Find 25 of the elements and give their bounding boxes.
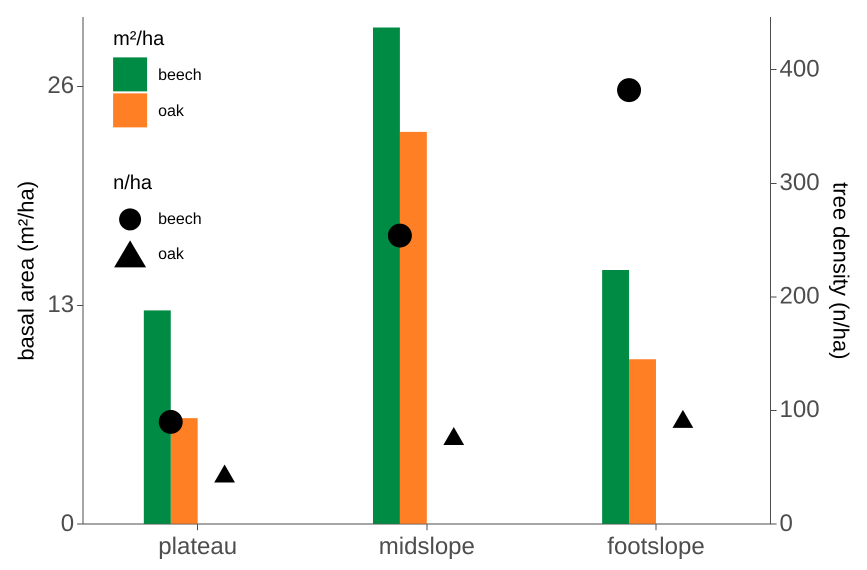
legend-label: oak <box>158 246 185 263</box>
y-tick-label: 0 <box>60 510 74 537</box>
legend-label: beech <box>158 66 202 84</box>
y2-axis-title: tree density (n/ha) <box>828 182 854 360</box>
y2-tick-label: 200 <box>780 282 820 310</box>
text: m²/ha <box>113 28 164 50</box>
y2-tick-label: 300 <box>780 168 820 196</box>
bar <box>372 28 400 524</box>
y-tick-label: 13 <box>47 290 74 318</box>
x-tick-label: midslope <box>378 533 475 560</box>
y-tick-label: 26 <box>47 72 74 100</box>
y2-tick-label: 100 <box>780 396 820 424</box>
y2-tick-label: 0 <box>780 510 793 537</box>
x-tick-label: footslope <box>607 533 705 560</box>
legend-label: beech <box>158 210 202 228</box>
bar <box>400 132 427 524</box>
bar <box>170 418 198 524</box>
bar <box>144 310 171 524</box>
bar <box>602 270 630 524</box>
legend-label: oak <box>158 102 185 120</box>
text: n/ha <box>113 172 152 194</box>
bar <box>629 359 656 524</box>
y2-tick-label: 400 <box>780 55 820 82</box>
y-axis-title: basal area (m²/ha) <box>13 180 38 361</box>
x-tick-label: plateau <box>158 533 238 560</box>
